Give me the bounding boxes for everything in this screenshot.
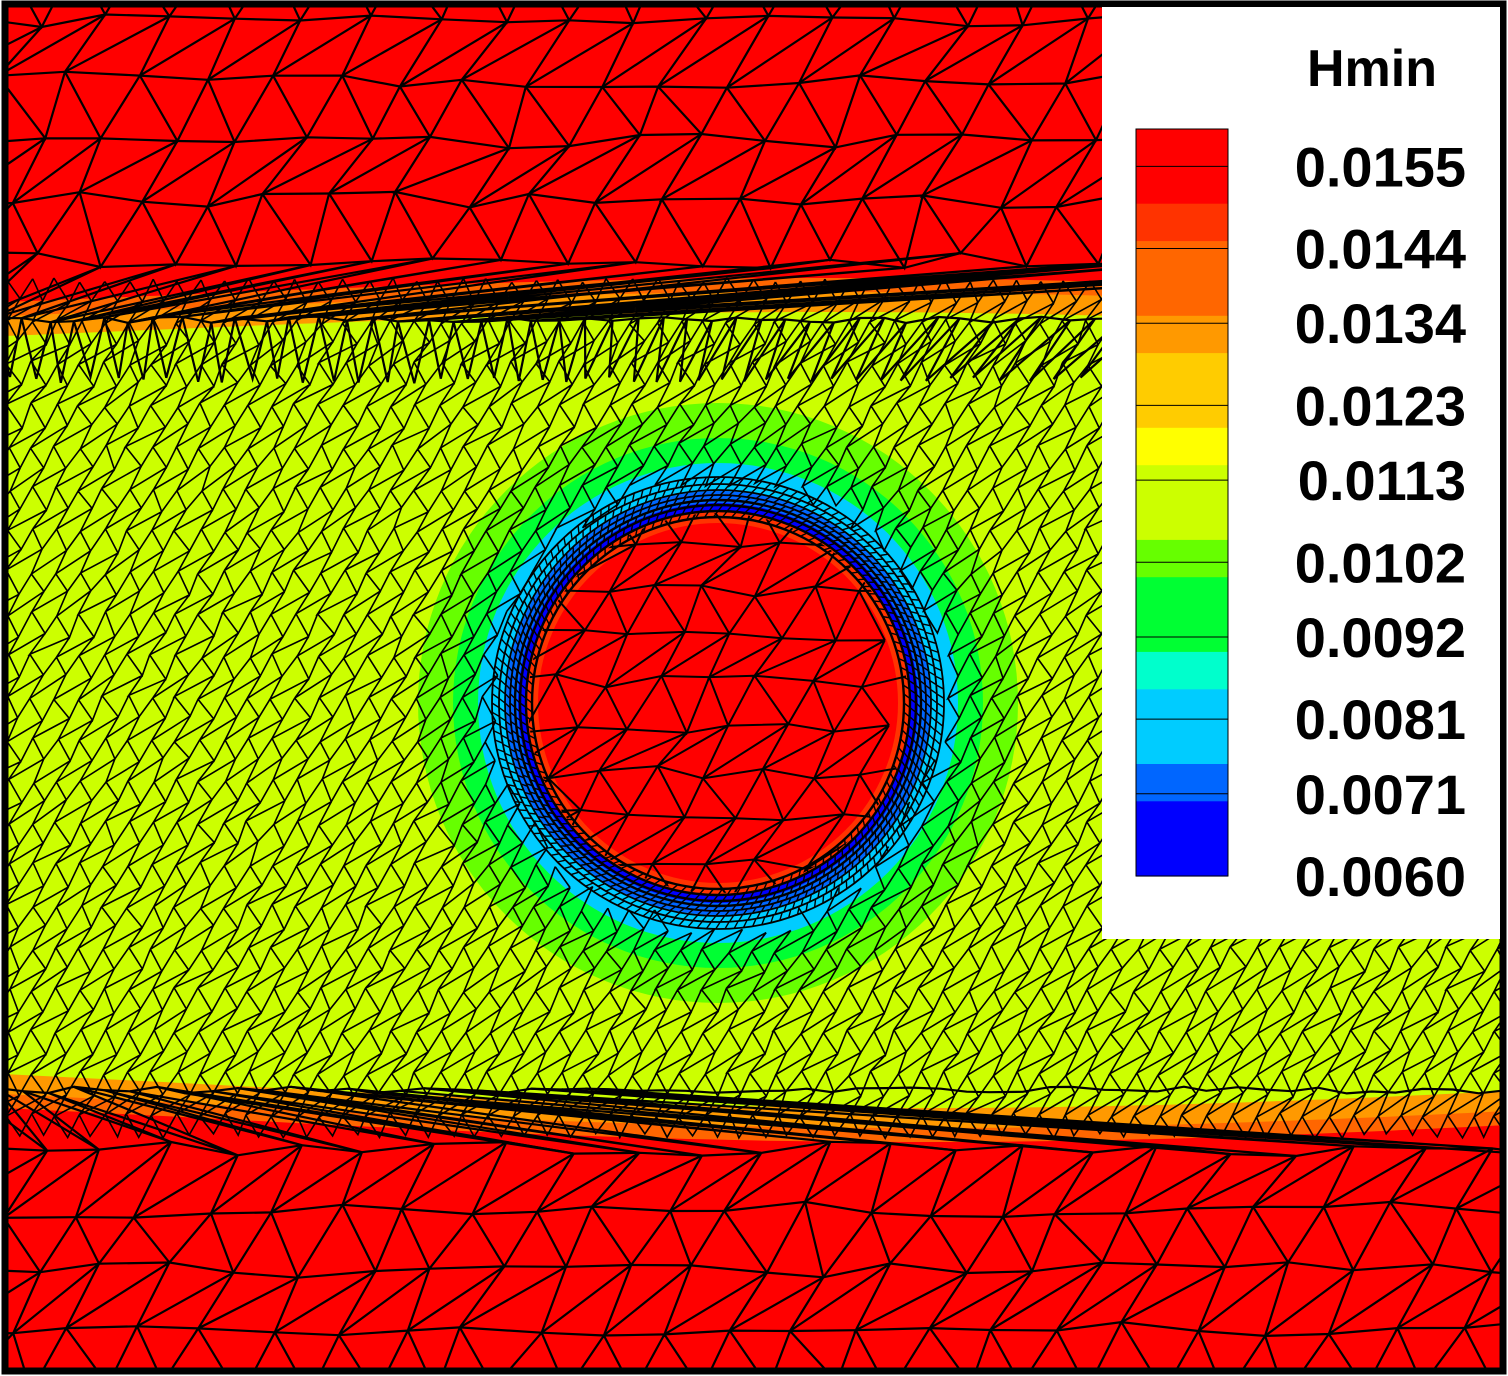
colorbar-swatch-19 (1136, 838, 1228, 877)
colorbar-swatch-4 (1136, 278, 1228, 317)
legend: Hmin 0.0155 0.0144 0.0134 0.0123 0.0113 0.010… (1102, 7, 1500, 939)
colorbar-swatch-0 (1136, 129, 1228, 167)
bottom-mesh-line-0 (8, 1085, 1502, 1095)
colorbar-swatch-5 (1136, 315, 1228, 354)
colorbar-frame (1135, 128, 1229, 877)
legend-label-6: 0.0092 (1295, 606, 1466, 669)
colorbar-swatch-15 (1136, 689, 1228, 728)
colorbar-swatch-6 (1136, 353, 1228, 392)
cylinder-ring-2 (538, 523, 898, 883)
ring-spokes-2 (514, 499, 922, 907)
colorbar-swatch-11 (1136, 539, 1228, 578)
colorbar-swatch-10 (1136, 502, 1228, 541)
legend-title: Hmin (1307, 40, 1437, 98)
colorbar-swatch-18 (1136, 801, 1228, 840)
ring-spokes-6 (491, 476, 945, 930)
colorbar-swatch-8 (1136, 427, 1228, 466)
legend-label-0: 0.0155 (1295, 135, 1466, 198)
colorbar-swatch-13 (1136, 614, 1228, 653)
legend-label-8: 0.0071 (1295, 763, 1466, 826)
legend-label-4: 0.0113 (1298, 449, 1466, 512)
ring-spokes-1 (519, 504, 917, 902)
legend-label-2: 0.0134 (1295, 292, 1466, 355)
legend-label-5: 0.0102 (1295, 531, 1466, 594)
colorbar-swatch-7 (1136, 390, 1228, 429)
colorbar-swatch-17 (1136, 764, 1228, 802)
legend-label-1: 0.0144 (1295, 218, 1466, 281)
colorbar-swatch-16 (1136, 726, 1228, 765)
ring-spokes-4 (504, 489, 932, 917)
cylinder-ring-mesh (491, 476, 945, 930)
colorbar-swatch-2 (1136, 203, 1228, 242)
legend-labels: 0.0155 0.0144 0.0134 0.0123 0.0113 0.0102 0.00… (1295, 135, 1466, 908)
ring-spokes-5 (498, 483, 938, 923)
band-strip-40 (8, 1112, 1502, 1141)
colorbar-swatch-3 (1136, 241, 1228, 280)
colorbar-swatch-12 (1136, 577, 1228, 616)
colorbar-swatch-14 (1136, 651, 1228, 690)
legend-label-9: 0.0060 (1295, 845, 1466, 908)
ring-7 (491, 476, 945, 930)
colorbar-swatch-9 (1136, 465, 1228, 504)
ring-spokes-0 (525, 510, 911, 896)
colorbar (1135, 128, 1229, 877)
ring-spokes-3 (509, 494, 927, 912)
legend-label-7: 0.0081 (1295, 688, 1466, 751)
legend-label-3: 0.0123 (1295, 374, 1466, 437)
colorbar-swatch-1 (1136, 166, 1228, 205)
